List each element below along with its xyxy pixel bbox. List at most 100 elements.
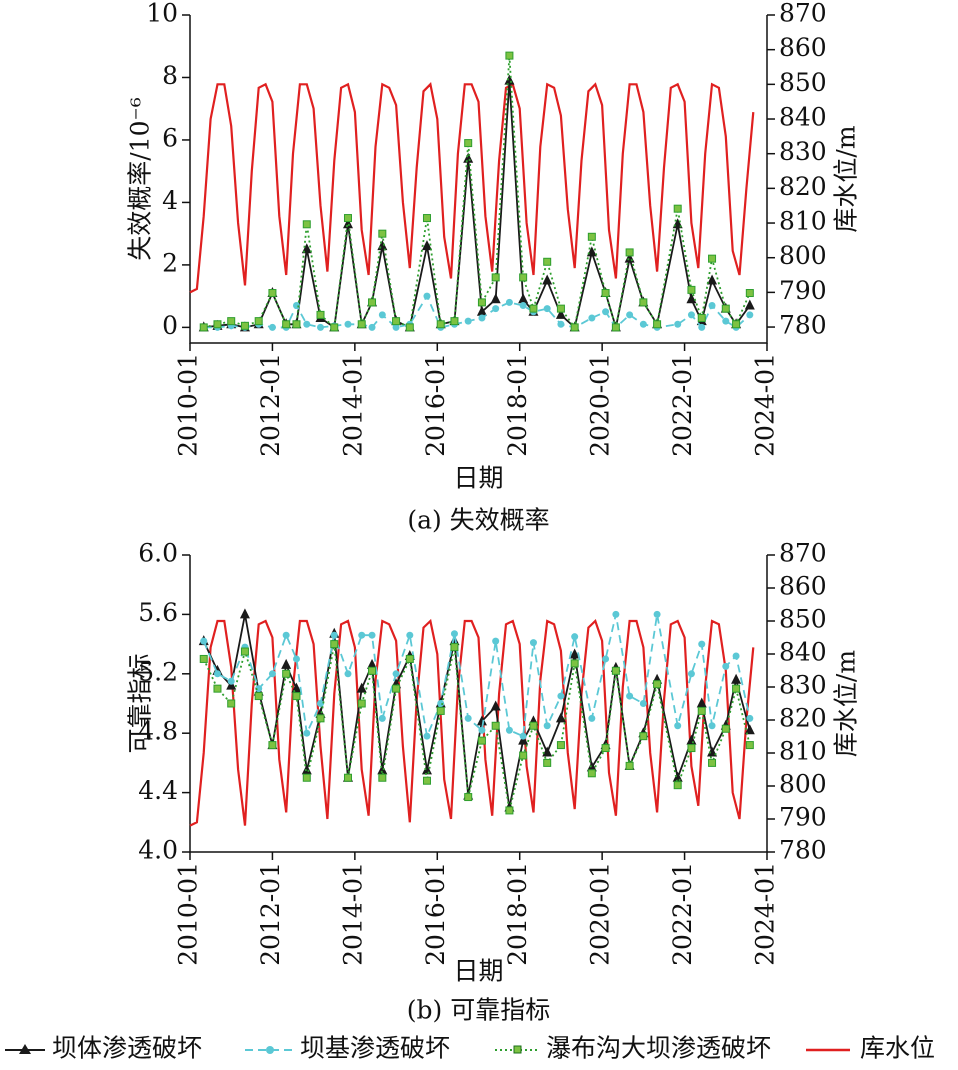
marker bbox=[213, 684, 222, 693]
legend-marker bbox=[19, 1044, 31, 1054]
marker bbox=[254, 317, 263, 326]
marker bbox=[317, 323, 325, 331]
y2-axis-label: 库水位/m bbox=[832, 650, 861, 757]
marker bbox=[292, 655, 300, 663]
y2-tick-label: 830 bbox=[779, 671, 827, 700]
marker bbox=[686, 293, 697, 304]
marker bbox=[368, 631, 376, 639]
marker bbox=[639, 732, 648, 741]
chart: 6.0 5.6 5.2 4.8 4.4 4.0 780 790 800 810 820 830 840 8… bbox=[126, 539, 861, 1025]
marker bbox=[732, 320, 741, 329]
marker bbox=[476, 715, 487, 726]
marker bbox=[696, 697, 707, 708]
marker bbox=[518, 293, 529, 304]
marker bbox=[587, 232, 596, 241]
marker bbox=[570, 659, 579, 668]
marker bbox=[213, 320, 222, 329]
marker bbox=[731, 673, 742, 684]
marker bbox=[601, 744, 610, 753]
y2-tick-label: 870 bbox=[779, 539, 827, 568]
y2-tick-label: 790 bbox=[779, 803, 827, 832]
marker bbox=[368, 666, 377, 675]
marker bbox=[240, 321, 249, 330]
marker bbox=[707, 746, 718, 757]
marker bbox=[746, 311, 754, 319]
marker bbox=[491, 721, 500, 730]
legend-label: 坝基渗透破坏 bbox=[300, 1034, 450, 1063]
legend-marker bbox=[513, 1045, 522, 1054]
marker bbox=[555, 308, 566, 319]
marker bbox=[437, 700, 445, 707]
marker bbox=[254, 692, 263, 701]
marker bbox=[405, 323, 414, 332]
y2-tick-label: 820 bbox=[779, 704, 827, 733]
marker bbox=[492, 305, 500, 313]
marker bbox=[626, 692, 634, 700]
y-tick-label: 6.0 bbox=[138, 539, 178, 568]
marker bbox=[519, 732, 527, 740]
marker bbox=[476, 305, 487, 316]
chart: 0246810780790800810820830840850860870201… bbox=[126, 0, 861, 535]
marker bbox=[303, 320, 311, 328]
y-axis-label: 可靠指标 bbox=[126, 653, 155, 753]
marker bbox=[653, 320, 662, 329]
marker bbox=[450, 630, 458, 638]
y2-tick-label: 850 bbox=[779, 605, 827, 634]
marker bbox=[557, 320, 565, 328]
y-tick-label: 2 bbox=[162, 248, 178, 277]
marker bbox=[367, 658, 378, 669]
marker bbox=[282, 631, 290, 639]
marker bbox=[268, 323, 276, 331]
marker bbox=[343, 773, 352, 782]
marker bbox=[477, 298, 486, 307]
marker bbox=[543, 758, 552, 767]
marker bbox=[674, 320, 682, 328]
marker bbox=[529, 639, 537, 647]
marker bbox=[405, 654, 414, 663]
marker bbox=[586, 761, 597, 772]
marker bbox=[687, 744, 696, 753]
marker bbox=[588, 314, 596, 322]
marker bbox=[698, 640, 706, 648]
marker bbox=[464, 317, 472, 325]
y-tick-label: 4 bbox=[162, 186, 178, 215]
marker bbox=[239, 608, 250, 619]
marker bbox=[653, 680, 662, 689]
marker bbox=[342, 218, 353, 229]
marker bbox=[344, 670, 352, 678]
marker bbox=[358, 631, 366, 639]
marker bbox=[543, 257, 552, 266]
marker bbox=[282, 320, 291, 329]
marker bbox=[378, 229, 387, 238]
marker bbox=[673, 204, 682, 213]
x-tick-label: 2016-01 bbox=[421, 353, 450, 457]
marker bbox=[556, 741, 565, 750]
y2-tick-label: 840 bbox=[779, 638, 827, 667]
marker bbox=[301, 764, 312, 775]
marker bbox=[490, 700, 501, 711]
marker bbox=[292, 692, 301, 701]
marker bbox=[378, 773, 387, 782]
marker bbox=[330, 323, 339, 332]
marker bbox=[570, 323, 579, 332]
x-tick-label: 2010-01 bbox=[174, 353, 203, 457]
x-tick-label: 2024-01 bbox=[751, 353, 780, 457]
marker bbox=[505, 806, 514, 815]
y-tick-label: 4.0 bbox=[138, 836, 178, 865]
marker bbox=[697, 706, 706, 715]
y2-tick-label: 790 bbox=[779, 276, 827, 305]
y2-tick-label: 850 bbox=[779, 68, 827, 97]
legend: 坝体渗透破坏 坝基渗透破坏 瀑布沟大坝渗透破坏 库水位 bbox=[5, 1034, 935, 1063]
marker bbox=[672, 771, 683, 782]
marker bbox=[291, 682, 302, 693]
marker bbox=[392, 670, 400, 678]
x-tick-label: 2018-01 bbox=[503, 353, 532, 457]
marker bbox=[744, 724, 755, 735]
marker bbox=[587, 769, 596, 778]
y2-tick-label: 780 bbox=[779, 836, 827, 865]
marker bbox=[708, 302, 716, 310]
marker bbox=[707, 274, 718, 285]
y2-tick-label: 800 bbox=[779, 770, 827, 799]
marker bbox=[505, 51, 514, 60]
